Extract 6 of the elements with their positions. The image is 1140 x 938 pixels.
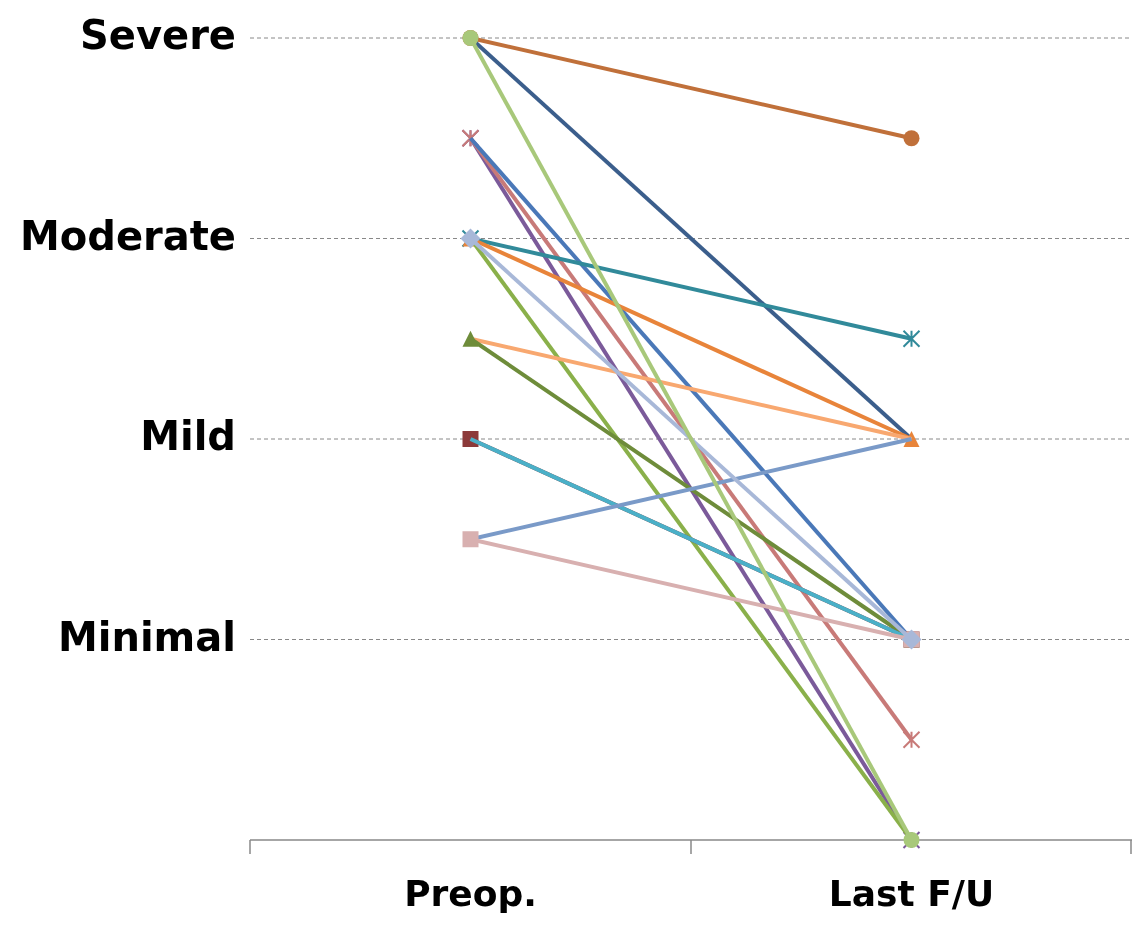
ref-line-label: Moderate <box>19 212 236 259</box>
x-tick-label: Last F/U <box>828 873 995 914</box>
x-tick-label: Preop. <box>404 873 537 914</box>
ref-line-label: Minimal <box>57 613 236 660</box>
ref-line-label: Severe <box>80 12 236 58</box>
ref-line-label: Mild <box>140 413 236 459</box>
